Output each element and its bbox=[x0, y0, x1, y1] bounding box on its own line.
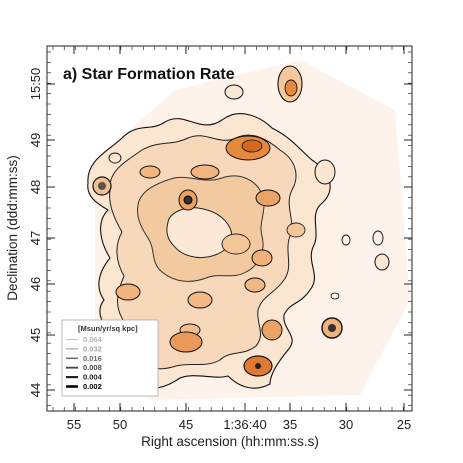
panel-title: a) Star Formation Rate bbox=[63, 66, 235, 83]
x-tick-label: 45 bbox=[179, 417, 193, 432]
legend-label: 0.002 bbox=[83, 382, 102, 391]
x-tick-label: 25 bbox=[397, 417, 411, 432]
y-tick-label: 15:50 bbox=[28, 68, 43, 101]
legend-label: 0.064 bbox=[83, 335, 103, 344]
x-tick-label: 55 bbox=[67, 417, 81, 432]
y-ticks bbox=[47, 51, 412, 407]
legend-title: [Msun/yr/sq kpc] bbox=[78, 324, 138, 333]
legend-label: 0.016 bbox=[83, 354, 102, 363]
y-tick-labels: 44 45 46 47 48 49 15:50 bbox=[28, 68, 43, 398]
y-tick-label: 44 bbox=[28, 383, 43, 397]
legend-label: 0.008 bbox=[83, 363, 102, 372]
x-tick-label: 35 bbox=[283, 417, 297, 432]
x-tick-label: 1:36:40 bbox=[223, 417, 266, 432]
x-tick-label: 50 bbox=[113, 417, 127, 432]
contour-legend: [Msun/yr/sq kpc] 0.0640.0320.0160.0080.0… bbox=[61, 319, 159, 397]
legend-label: 0.004 bbox=[83, 373, 103, 382]
y-tick-label: 46 bbox=[28, 277, 43, 291]
x-tick-labels: 55 50 45 1:36:40 35 30 25 bbox=[67, 417, 411, 432]
y-tick-label: 45 bbox=[28, 328, 43, 342]
y-tick-label: 48 bbox=[28, 180, 43, 194]
x-tick-label: 30 bbox=[339, 417, 353, 432]
x-axis-label: Right ascension (hh:mm:ss.s) bbox=[141, 434, 319, 449]
x-ticks bbox=[52, 46, 405, 411]
y-axis-label: Declination (ddd:mm:ss) bbox=[5, 155, 20, 301]
galaxy-image bbox=[80, 60, 410, 400]
legend-label: 0.032 bbox=[83, 344, 102, 353]
y-tick-label: 47 bbox=[28, 231, 43, 245]
y-tick-label: 49 bbox=[28, 133, 43, 147]
